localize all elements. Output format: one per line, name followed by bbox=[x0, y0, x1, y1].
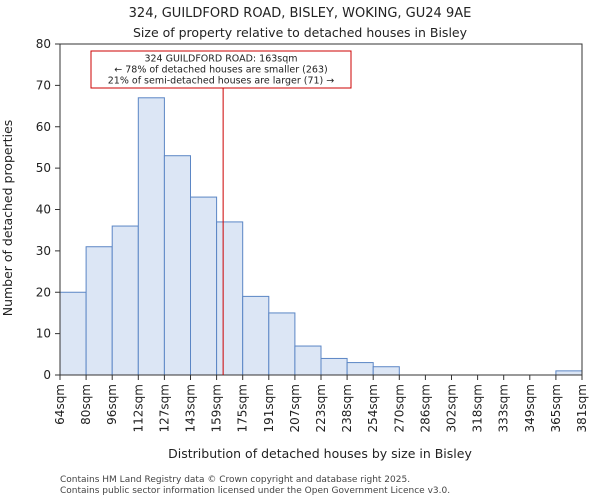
x-tick-label: 207sqm bbox=[288, 384, 302, 432]
x-tick-label: 112sqm bbox=[131, 384, 145, 432]
bar-112sqm bbox=[137, 97, 165, 376]
x-tick-label: 254sqm bbox=[366, 384, 380, 432]
annotation-line-1: 324 GUILDFORD ROAD: 163sqm bbox=[144, 54, 297, 65]
bar-96sqm bbox=[111, 225, 139, 376]
y-tick-label: 20 bbox=[36, 285, 51, 299]
bar-254sqm bbox=[372, 366, 400, 376]
x-tick-label: 80sqm bbox=[79, 384, 93, 425]
bar-365sqm bbox=[555, 370, 583, 376]
bars-layer bbox=[59, 97, 583, 376]
bar-80sqm bbox=[85, 246, 113, 376]
chart-title: 324, GUILDFORD ROAD, BISLEY, WOKING, GU2… bbox=[129, 6, 472, 21]
x-tick-label: 143sqm bbox=[184, 384, 198, 432]
bar-191sqm bbox=[268, 312, 296, 376]
bar-64sqm bbox=[59, 291, 87, 376]
y-tick-label: 0 bbox=[43, 368, 51, 382]
footer-line-2: Contains public sector information licen… bbox=[60, 486, 450, 496]
y-tick-label: 50 bbox=[36, 161, 51, 175]
x-tick-label: 159sqm bbox=[210, 384, 224, 432]
x-tick-label: 270sqm bbox=[392, 384, 406, 432]
annotation-line-3: 21% of semi-detached houses are larger (… bbox=[108, 76, 335, 87]
bar-238sqm bbox=[346, 362, 374, 376]
x-tick-label: 238sqm bbox=[340, 384, 354, 432]
x-tick-label: 64sqm bbox=[53, 384, 67, 425]
chart-subtitle: Size of property relative to detached ho… bbox=[133, 25, 468, 40]
x-tick-label: 302sqm bbox=[445, 384, 459, 432]
bar-175sqm bbox=[242, 295, 270, 376]
y-tick-label: 10 bbox=[36, 327, 51, 341]
y-axis-label: Number of detached properties bbox=[0, 120, 15, 317]
x-axis-label: Distribution of detached houses by size … bbox=[168, 446, 472, 461]
x-tick-label: 223sqm bbox=[314, 384, 328, 432]
bar-143sqm bbox=[190, 196, 218, 376]
y-tick-label: 70 bbox=[36, 78, 51, 92]
bar-127sqm bbox=[163, 155, 191, 376]
y-tick-label: 40 bbox=[36, 203, 51, 217]
axes-layer: 0 10 20 30 40 50 60 70 80 64sqm 80sqm 96sqm 112sqm 12… bbox=[36, 37, 589, 432]
x-tick-label: 286sqm bbox=[418, 384, 432, 432]
x-tick-label: 175sqm bbox=[236, 384, 250, 432]
x-tick-label: 381sqm bbox=[575, 384, 589, 432]
footer-line-1: Contains HM Land Registry data © Crown c… bbox=[60, 475, 410, 485]
bar-223sqm bbox=[320, 357, 348, 376]
x-tick-label: 365sqm bbox=[549, 384, 563, 432]
x-tick-label: 333sqm bbox=[497, 384, 511, 432]
annotation-box bbox=[90, 50, 352, 89]
x-tick-label: 318sqm bbox=[471, 384, 485, 432]
x-tick-label: 96sqm bbox=[105, 384, 119, 425]
y-tick-label: 60 bbox=[36, 120, 51, 134]
bar-207sqm bbox=[294, 345, 322, 376]
x-tick-label: 127sqm bbox=[157, 384, 171, 432]
y-tick-label: 30 bbox=[36, 244, 51, 258]
annotation-line-2: ← 78% of detached houses are smaller (26… bbox=[114, 65, 327, 76]
bar-159sqm bbox=[216, 221, 244, 376]
x-tick-label: 349sqm bbox=[523, 384, 537, 432]
y-tick-label: 80 bbox=[36, 37, 51, 51]
x-tick-label: 191sqm bbox=[262, 384, 276, 432]
